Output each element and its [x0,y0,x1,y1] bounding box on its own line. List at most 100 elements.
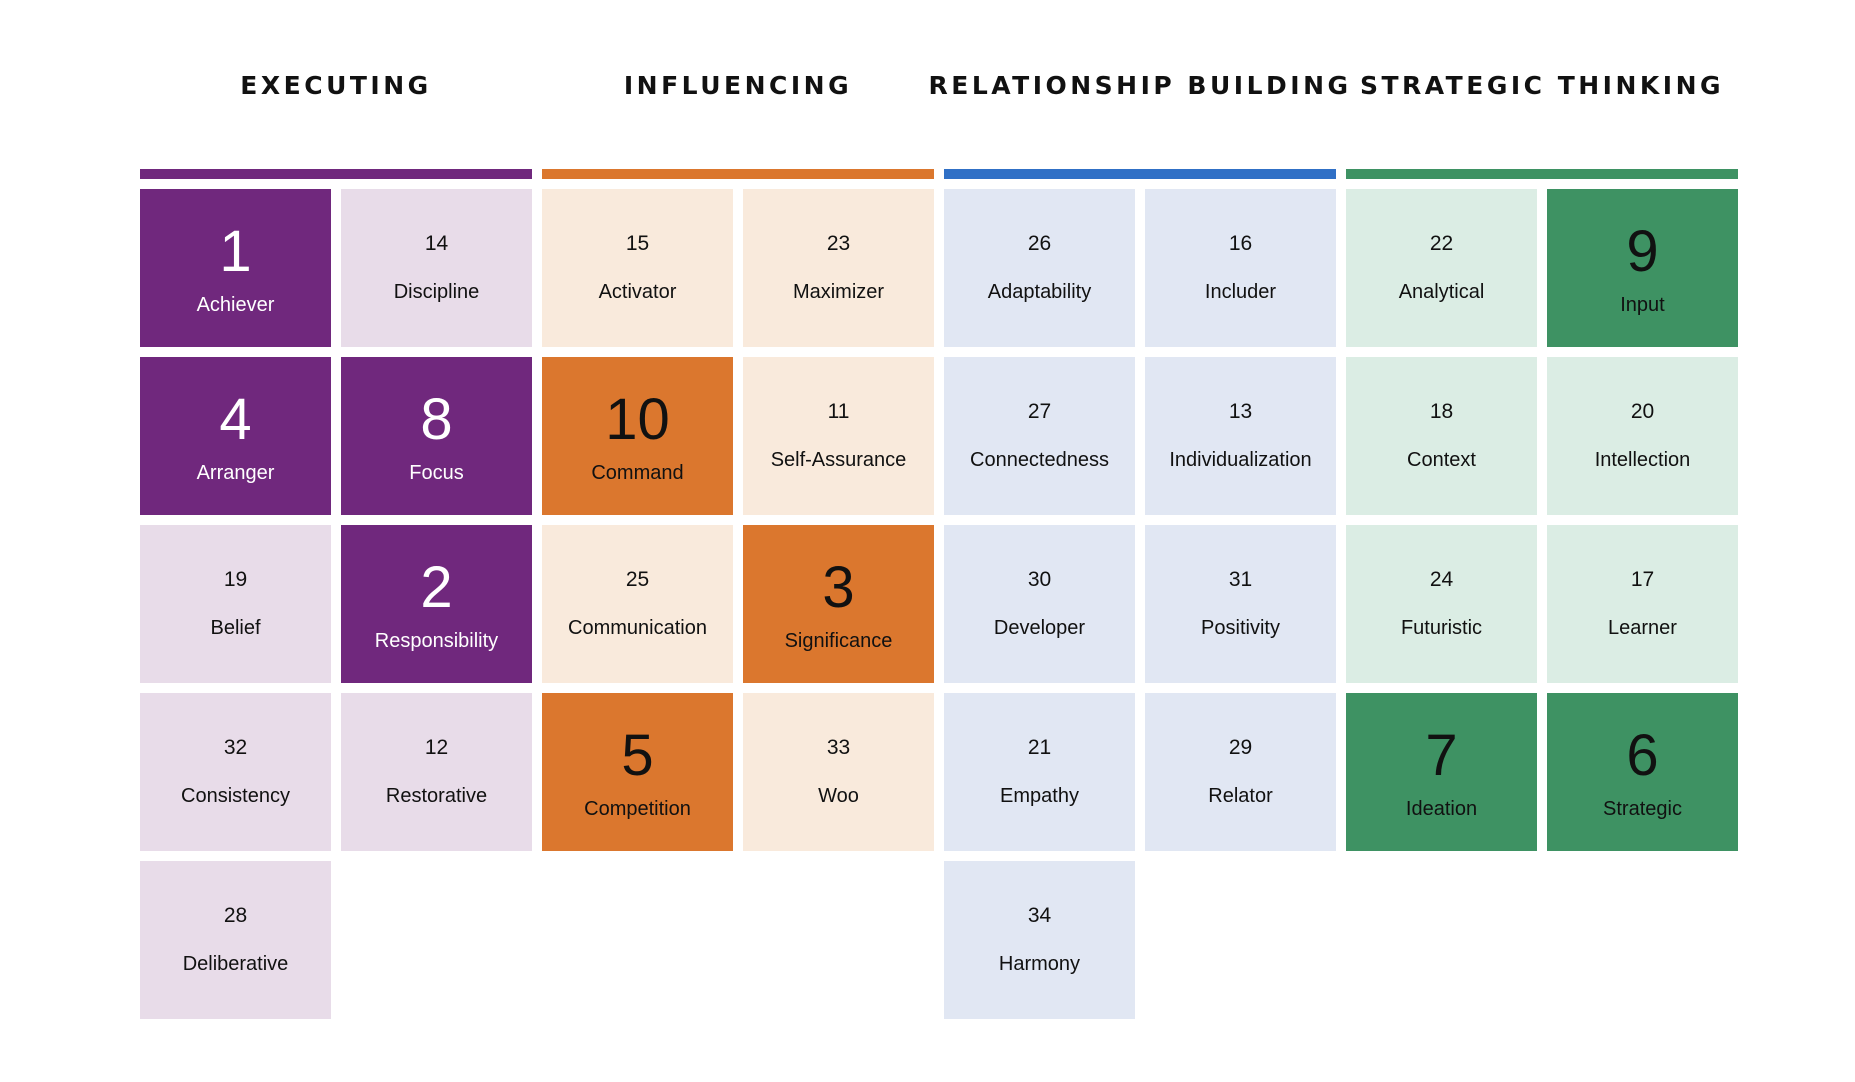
theme-name: Adaptability [987,280,1092,303]
theme-name: Relator [1208,784,1273,807]
theme-tile: 19 Belief [140,525,331,683]
theme-name: Restorative [385,784,488,807]
domain-executing: EXECUTING 1 Achiever 14 Discipline 4 Arranger… [140,50,532,1019]
theme-name: Activator [598,280,677,303]
theme-tile: 18 Context [1346,357,1537,515]
theme-name: Learner [1608,616,1677,639]
theme-rank: 3 [822,555,855,620]
theme-tile: 8 Focus [341,357,532,515]
theme-rank: 14 [424,231,449,255]
theme-tile: 20 Intellection [1547,357,1738,515]
theme-rank: 10 [605,387,670,452]
theme-tile: 5 Competition [542,693,733,851]
theme-rank: 13 [1228,399,1253,423]
theme-name: Self-Assurance [770,448,907,471]
theme-tile: 13 Individualization [1145,357,1336,515]
theme-name: Deliberative [182,952,289,975]
theme-name: Consistency [181,784,290,807]
theme-rank: 6 [1626,723,1659,788]
theme-tile: 21 Empathy [944,693,1135,851]
theme-name: Arranger [196,462,275,484]
theme-rank: 19 [223,567,248,591]
theme-tile: 30 Developer [944,525,1135,683]
strengths-board: EXECUTING 1 Achiever 14 Discipline 4 Arranger… [140,50,1738,1019]
theme-tile: 27 Connectedness [944,357,1135,515]
theme-rank: 30 [1027,567,1052,591]
theme-rank: 7 [1425,723,1458,788]
theme-name: Positivity [1201,616,1280,639]
theme-tile: 25 Communication [542,525,733,683]
theme-rank: 11 [827,399,850,423]
theme-tile: 26 Adaptability [944,189,1135,347]
domain-relationship-building: RELATIONSHIP BUILDING 26 Adaptability 16 In… [928,50,1352,1019]
theme-tile: 10 Command [542,357,733,515]
theme-rank: 4 [219,387,252,452]
theme-rank: 29 [1228,735,1253,759]
theme-name: Includer [1204,280,1277,303]
theme-name: Analytical [1398,280,1485,303]
theme-name: Empathy [1000,784,1079,807]
domain-title: INFLUENCING [623,70,853,100]
theme-rank: 17 [1630,567,1655,591]
theme-tile: 17 Learner [1547,525,1738,683]
theme-grid: 15 Activator 23 Maximizer 10 Command 11 Self-As… [542,189,934,851]
theme-name: Belief [210,616,261,639]
theme-rank: 27 [1027,399,1052,423]
theme-name: Competition [584,798,691,820]
theme-tile: 1 Achiever [140,189,331,347]
theme-tile: 11 Self-Assurance [743,357,934,515]
theme-tile: 16 Includer [1145,189,1336,347]
theme-rank: 24 [1429,567,1454,591]
theme-rank: 33 [826,735,851,759]
theme-tile: 23 Maximizer [743,189,934,347]
theme-name: Maximizer [792,280,885,303]
domain-influencing: INFLUENCING 15 Activator 23 Maximizer 10 Comm… [542,50,934,1019]
theme-rank: 22 [1429,231,1454,255]
theme-tile: 2 Responsibility [341,525,532,683]
theme-name: Responsibility [374,630,499,652]
domain-title: STRATEGIC THINKING [1359,70,1725,100]
theme-tile: 31 Positivity [1145,525,1336,683]
theme-tile: 6 Strategic [1547,693,1738,851]
theme-name: Command [591,462,684,484]
domain-title: RELATIONSHIP BUILDING [928,70,1352,100]
theme-rank: 21 [1027,735,1052,759]
theme-tile: 15 Activator [542,189,733,347]
theme-name: Communication [568,616,707,639]
theme-name: Individualization [1169,448,1312,471]
theme-name: Input [1620,294,1665,316]
theme-tile: 3 Significance [743,525,934,683]
theme-name: Woo [818,784,859,807]
theme-rank: 1 [219,219,252,284]
theme-rank: 31 [1228,567,1253,591]
theme-tile: 22 Analytical [1346,189,1537,347]
theme-name: Connectedness [970,448,1109,471]
domain-title: EXECUTING [240,70,432,100]
theme-rank: 26 [1027,231,1052,255]
theme-name: Achiever [196,294,275,316]
theme-name: Ideation [1405,798,1478,820]
theme-rank: 18 [1429,399,1454,423]
domain-bar [140,169,532,179]
theme-rank: 25 [625,567,650,591]
theme-tile: 33 Woo [743,693,934,851]
theme-grid: 26 Adaptability 16 Includer 27 Connectedness 1… [944,189,1336,1019]
theme-tile: 4 Arranger [140,357,331,515]
theme-name: Discipline [393,280,480,303]
theme-name: Futuristic [1400,616,1483,639]
theme-tile: 12 Restorative [341,693,532,851]
theme-name: Focus [409,462,464,484]
theme-name: Strategic [1603,798,1682,820]
theme-tile: 34 Harmony [944,861,1135,1019]
theme-rank: 8 [420,387,453,452]
theme-grid: 22 Analytical 9 Input 18 Context 20 Intellectio… [1346,189,1738,851]
theme-name: Harmony [998,952,1081,975]
theme-name: Context [1407,448,1476,471]
theme-tile: 29 Relator [1145,693,1336,851]
theme-rank: 9 [1626,219,1659,284]
theme-tile: 24 Futuristic [1346,525,1537,683]
theme-tile: 32 Consistency [140,693,331,851]
theme-tile: 9 Input [1547,189,1738,347]
domain-bar [542,169,934,179]
theme-tile: 14 Discipline [341,189,532,347]
